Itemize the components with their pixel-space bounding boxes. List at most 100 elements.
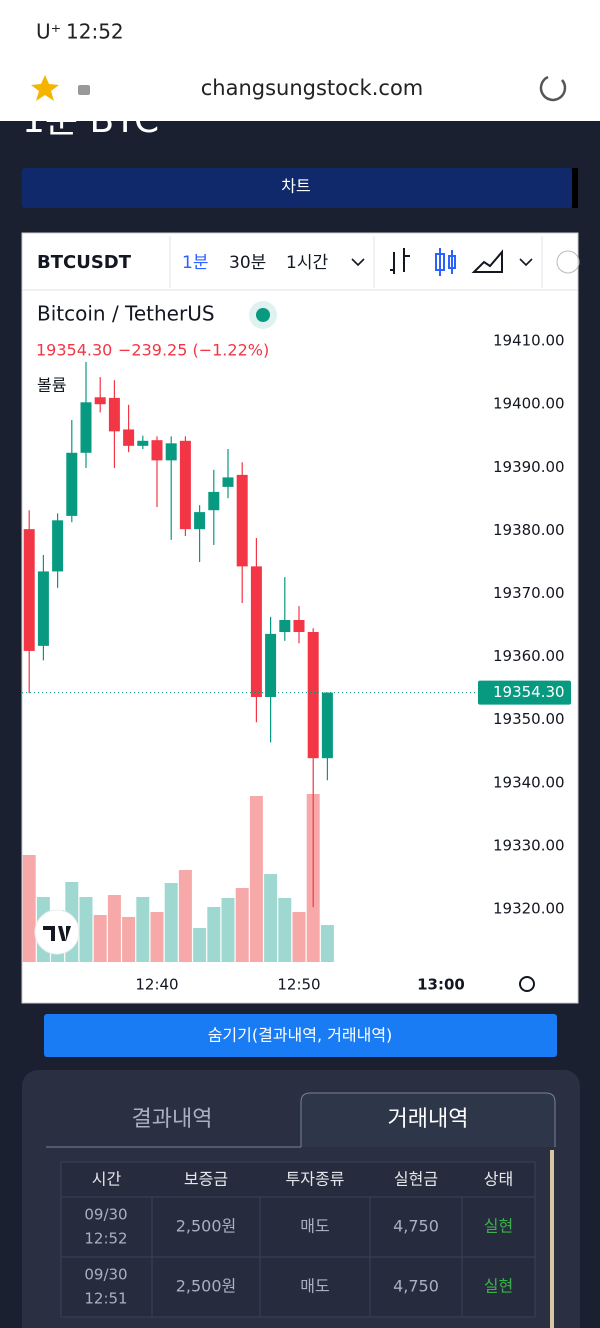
column-header: 실현금 — [394, 1170, 438, 1189]
table-row-bg — [60, 1196, 536, 1258]
candle-body — [23, 529, 35, 651]
candle-body — [151, 440, 163, 461]
candle-body — [321, 692, 333, 759]
column-header: 시간 — [92, 1170, 122, 1189]
tv-logo[interactable] — [34, 909, 80, 955]
dropdown[interactable] — [519, 258, 533, 267]
hide-button[interactable] — [44, 1014, 557, 1057]
cell: 4,750 — [393, 1217, 439, 1236]
candle-body — [179, 440, 191, 530]
cell: 2,500원 — [176, 1277, 237, 1296]
button-edge — [572, 168, 578, 208]
volume-bar — [107, 895, 121, 962]
candle-body — [165, 443, 177, 461]
reload-button[interactable] — [539, 75, 567, 102]
candle-body — [194, 512, 206, 530]
cell-time: 12:52 — [84, 1230, 127, 1248]
chart-button[interactable] — [22, 168, 572, 208]
volume-bar — [249, 796, 263, 962]
candle-style-icon[interactable] — [435, 248, 456, 276]
x-tick-label: 13:00 — [417, 976, 465, 994]
interval[interactable]: 1분 — [182, 253, 208, 273]
interval[interactable]: 30분 — [229, 253, 266, 273]
candle-body — [52, 520, 64, 572]
candle-body — [250, 566, 262, 697]
cell-time: 12:51 — [84, 1290, 127, 1308]
candle-body — [137, 440, 149, 446]
last-price-box — [478, 680, 571, 705]
y-tick-label: 19330.00 — [493, 836, 565, 854]
candle-body — [80, 402, 92, 453]
volume-bar — [264, 874, 278, 962]
cell: 실현 — [484, 1217, 513, 1236]
column-header: 투자종류 — [286, 1170, 345, 1189]
area-style-icon[interactable] — [471, 249, 503, 273]
cell: 매도 — [300, 1217, 329, 1236]
browser-chrome — [0, 0, 600, 121]
volume-bar — [150, 912, 164, 962]
cell: 2,500원 — [176, 1217, 237, 1236]
legend-name: Bitcoin / TetherUS — [37, 302, 215, 326]
scrollbar — [550, 1150, 554, 1328]
symbol[interactable]: BTCUSDT — [37, 252, 132, 273]
column-header: 보증금 — [184, 1170, 228, 1189]
candle-body — [293, 620, 305, 632]
tab[interactable]: 결과내역 — [132, 1107, 213, 1132]
y-tick-label: 19390.00 — [493, 458, 565, 476]
volume-bar — [93, 915, 107, 962]
y-tick-label: 19350.00 — [493, 710, 565, 728]
volume-bar — [22, 855, 36, 962]
volume-bar — [193, 928, 207, 962]
volume-bar — [207, 907, 221, 962]
chart-widget — [21, 232, 579, 1004]
clock: 12:52 — [66, 20, 124, 44]
active-tab[interactable] — [300, 1092, 556, 1147]
lock-icon — [78, 85, 90, 95]
url[interactable]: changsungstock.com — [201, 76, 424, 100]
candle-body — [108, 397, 120, 432]
plot: 19320.00 19330.00 19340.00 19350.00 19360.00… — [22, 332, 571, 994]
candle-body — [94, 397, 106, 405]
cell-date: 09/30 — [84, 1206, 127, 1224]
legend-change: −239.25 (−1.22%) — [118, 341, 269, 360]
volume-bar — [136, 897, 150, 962]
cell: 매도 — [300, 1277, 329, 1296]
last-price-label: 19354.30 — [493, 683, 565, 701]
y-tick-label: 19410.00 — [493, 332, 565, 350]
settings-gear[interactable] — [519, 976, 535, 992]
candle-body — [236, 474, 248, 567]
column-header: 상태 — [484, 1170, 513, 1189]
candle-body — [37, 571, 49, 646]
tab[interactable]: 거래내역 — [388, 1107, 469, 1132]
status-dot — [256, 308, 270, 322]
volume-bar — [164, 883, 178, 962]
tv-logo-mark — [43, 926, 71, 941]
candle-body — [307, 631, 319, 759]
volume-bar — [235, 888, 249, 962]
volume-bar — [320, 925, 334, 962]
hide-button-label[interactable]: 숨기기(결과내역, 거래내역) — [208, 1026, 393, 1045]
cell: 4,750 — [393, 1277, 439, 1296]
candle-body — [66, 452, 78, 516]
bookmark-star[interactable] — [31, 75, 59, 101]
y-tick-label: 19380.00 — [493, 521, 565, 539]
table-header-bg — [60, 1161, 536, 1198]
table-row-bg — [60, 1256, 536, 1318]
candle-body — [279, 620, 291, 632]
cell-date: 09/30 — [84, 1266, 127, 1284]
candle-body — [208, 491, 220, 511]
x-tick-label: 12:50 — [277, 976, 320, 994]
y-tick-label: 19400.00 — [493, 395, 565, 413]
cell: 실현 — [484, 1277, 513, 1296]
add-indicator[interactable] — [556, 250, 580, 274]
dropdown[interactable] — [351, 258, 365, 267]
candle-body — [123, 429, 135, 446]
bar-style-icon[interactable] — [390, 248, 410, 274]
chart-button-label[interactable]: 차트 — [281, 177, 310, 196]
candle-body — [222, 477, 234, 487]
interval[interactable]: 1시간 — [286, 253, 328, 273]
candle-body — [265, 633, 277, 697]
